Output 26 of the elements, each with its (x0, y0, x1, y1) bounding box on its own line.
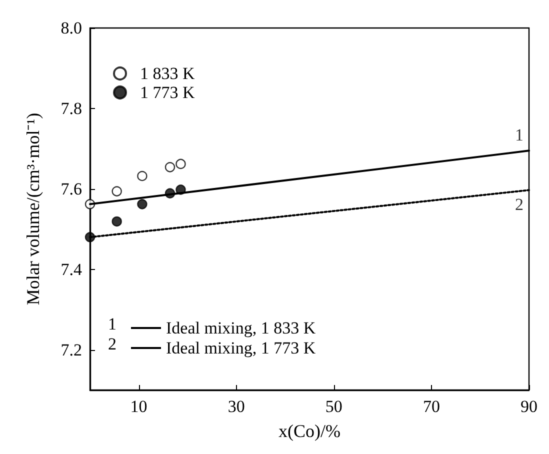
y-tick-label: 7.6 (60, 179, 82, 198)
x-tick-label: 50 (325, 397, 342, 416)
text: 2 (108, 334, 116, 354)
x-tick-label: 30 (228, 397, 245, 416)
annotation: 1 (515, 126, 524, 145)
point (164, 162, 176, 172)
text: 1 (108, 314, 116, 334)
y-axis-title: Molar volume/(cm³·mol⁻¹) (23, 112, 43, 306)
y-tick-label: 7.4 (60, 260, 82, 279)
legend-label: 1 833 K (140, 64, 196, 83)
point (176, 158, 186, 170)
point (137, 170, 148, 182)
y-tick-label: 7.2 (60, 340, 82, 360)
x-tick-label: 70 (422, 397, 440, 416)
x-tick-label: 90 (520, 397, 538, 416)
point (112, 216, 122, 227)
x-axis-title: x(Co)/% (278, 421, 340, 441)
y-tick-label: 7.8 (60, 98, 82, 118)
annotation: 2 (515, 195, 524, 214)
y-tick-label: 8.0 (60, 18, 82, 38)
legend-label: 1 773 K (140, 83, 196, 102)
x-tick-label: 10 (130, 397, 148, 416)
legend-label: Ideal mixing, 1 833 K (166, 318, 316, 338)
legend-label: Ideal mixing, 1 773 K (166, 338, 316, 358)
point (112, 186, 122, 196)
point (137, 199, 148, 210)
